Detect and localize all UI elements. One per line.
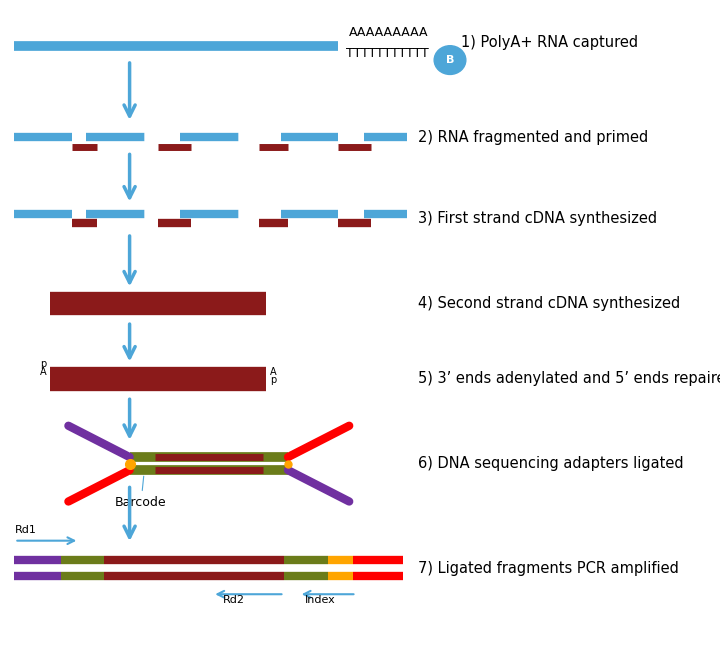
Text: Rd2: Rd2	[223, 596, 245, 605]
Text: 4) Second strand cDNA synthesized: 4) Second strand cDNA synthesized	[418, 296, 680, 311]
Text: 5) 3’ ends adenylated and 5’ ends repaired: 5) 3’ ends adenylated and 5’ ends repair…	[418, 372, 720, 386]
Text: B: B	[446, 55, 454, 65]
Text: Rd1: Rd1	[14, 525, 36, 535]
Text: 1) PolyA+ RNA captured: 1) PolyA+ RNA captured	[461, 35, 638, 50]
Text: 7) Ligated fragments PCR amplified: 7) Ligated fragments PCR amplified	[418, 561, 678, 575]
Circle shape	[434, 46, 466, 74]
Text: 2) RNA fragmented and primed: 2) RNA fragmented and primed	[418, 130, 648, 144]
Text: A: A	[270, 367, 276, 377]
Text: 6) DNA sequencing adapters ligated: 6) DNA sequencing adapters ligated	[418, 456, 683, 471]
Text: p: p	[40, 359, 47, 370]
Text: AAAAAAAAA: AAAAAAAAA	[349, 26, 428, 39]
Text: A: A	[40, 367, 47, 377]
Text: Index: Index	[305, 596, 336, 605]
Text: p: p	[270, 375, 276, 385]
Text: 3) First strand cDNA synthesized: 3) First strand cDNA synthesized	[418, 212, 657, 226]
Text: Barcode: Barcode	[115, 476, 167, 509]
Text: TTTTTTTTTTT: TTTTTTTTTTT	[346, 47, 428, 60]
